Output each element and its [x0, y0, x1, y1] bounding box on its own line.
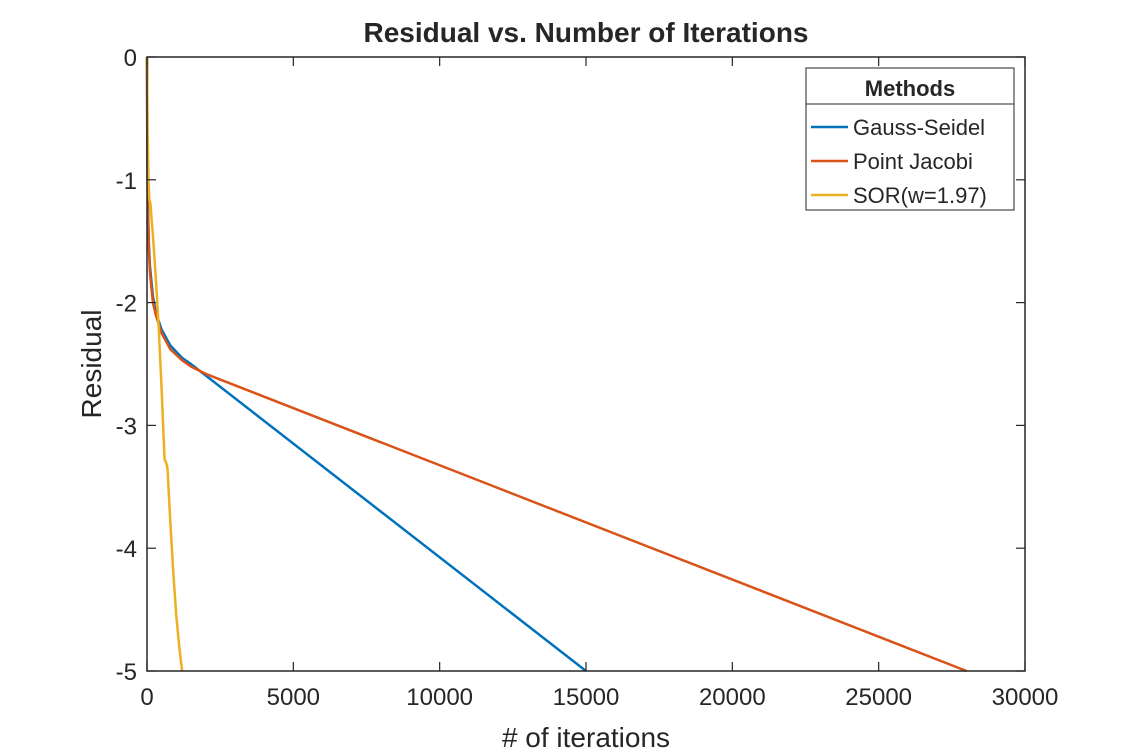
x-tick-label-5: 25000 [845, 684, 912, 711]
series-line-1 [145, 56, 967, 673]
legend-label-0: Gauss-Seidel [853, 115, 985, 140]
y-tick-label-0: 0 [124, 45, 137, 72]
legend: Methods Gauss-Seidel Point Jacobi SOR(w=1.… [805, 67, 1015, 211]
x-axis-ticks: 0 5000 10000 15000 20000 25000 30000 [140, 57, 1058, 711]
x-tick-label-4: 20000 [699, 684, 766, 711]
chart-title: Residual vs. Number of Iterations [364, 17, 809, 48]
x-axis-label: # of iterations [502, 722, 670, 753]
x-tick-label-3: 15000 [553, 684, 620, 711]
y-axis-ticks: 0 -1 -2 -3 -4 -5 [116, 45, 1025, 686]
series-line-0 [145, 56, 587, 672]
legend-title: Methods [865, 76, 955, 101]
x-tick-label-6: 30000 [992, 684, 1059, 711]
y-tick-label-5: -5 [116, 659, 137, 686]
y-tick-label-1: -1 [116, 168, 137, 195]
plot-area: 0 5000 10000 15000 20000 25000 30000 0 -1 -2 -3 -4… [116, 45, 1059, 711]
x-tick-label-0: 0 [140, 684, 153, 711]
y-tick-label-4: -4 [116, 536, 137, 563]
x-tick-label-2: 10000 [406, 684, 473, 711]
legend-items: Gauss-Seidel Point Jacobi SOR(w=1.97) [811, 115, 987, 208]
legend-box [805, 67, 1015, 211]
series-layer [145, 56, 967, 673]
y-axis-label: Residual [76, 310, 107, 419]
series-line-2 [145, 56, 184, 672]
legend-label-2: SOR(w=1.97) [853, 183, 987, 208]
y-tick-label-3: -3 [116, 413, 137, 440]
y-tick-label-2: -2 [116, 291, 137, 318]
x-tick-label-1: 5000 [267, 684, 320, 711]
legend-label-1: Point Jacobi [853, 149, 973, 174]
